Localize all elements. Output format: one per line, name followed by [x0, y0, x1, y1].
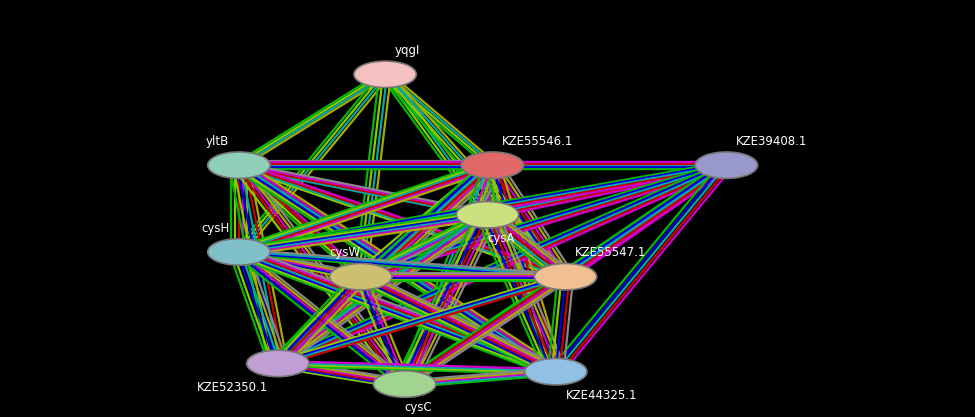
Circle shape — [373, 371, 436, 397]
Circle shape — [208, 152, 270, 178]
Text: cysW: cysW — [330, 246, 361, 259]
Text: cysH: cysH — [201, 221, 229, 235]
Text: KZE44325.1: KZE44325.1 — [566, 389, 637, 402]
Circle shape — [330, 264, 392, 290]
Text: KZE55546.1: KZE55546.1 — [502, 135, 573, 148]
Circle shape — [534, 264, 597, 290]
Circle shape — [695, 152, 758, 178]
Circle shape — [525, 359, 587, 385]
Text: KZE52350.1: KZE52350.1 — [197, 381, 268, 394]
Text: KZE55547.1: KZE55547.1 — [575, 246, 646, 259]
Circle shape — [461, 152, 524, 178]
Circle shape — [456, 201, 519, 228]
Circle shape — [208, 239, 270, 265]
Text: cysA: cysA — [488, 232, 515, 245]
Circle shape — [247, 350, 309, 377]
Text: yltB: yltB — [206, 135, 229, 148]
Circle shape — [354, 61, 416, 88]
Text: KZE39408.1: KZE39408.1 — [736, 135, 807, 148]
Text: cysC: cysC — [405, 402, 432, 414]
Text: yqgI: yqgI — [395, 44, 420, 57]
